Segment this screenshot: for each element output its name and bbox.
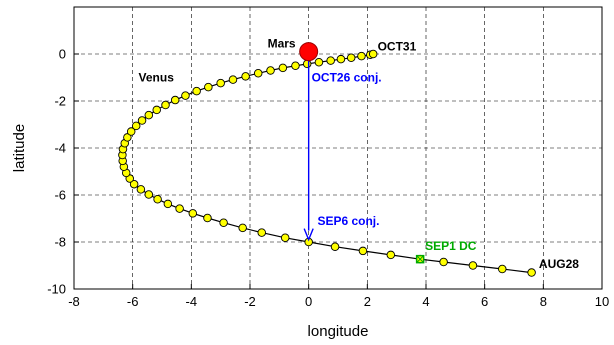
venus-data-point [439,257,448,267]
mars-point-group [299,42,319,62]
annotation-label: OCT31 [378,39,417,53]
y-tick-label: -6 [54,188,66,203]
highlight-point-group [415,254,425,264]
venus-data-point [204,82,213,92]
x-tick-label: -8 [68,294,80,309]
venus-data-point [163,199,173,209]
venus-data-point [203,213,212,223]
venus-data-point [302,59,312,69]
venus-data-point [330,242,340,251]
venus-data-point [216,78,225,88]
venus-data-point [326,56,335,65]
x-tick-label: -4 [186,294,198,309]
venus-data-point [278,63,288,73]
y-tick-label: -4 [54,141,66,156]
mars-point [299,42,319,62]
y-tick-labels: 0 -2 -4 -6 -8 -10 [47,47,66,297]
x-tick-labels: -8 -6 -4 -2 0 2 4 6 8 10 [68,294,609,309]
venus-data-point [358,246,368,256]
venus-data-point [314,57,324,67]
venus-data-point [136,185,146,194]
x-axis-title: longitude [308,323,369,340]
venus-data-point [126,127,136,136]
y-tick-label: -10 [47,282,66,297]
venus-data-point [257,228,266,237]
annotation-label: SEP1 DC [425,239,477,253]
venus-data-point [131,121,141,131]
x-tick-label: 10 [595,294,609,309]
venus-data-point [144,190,154,199]
annotation-label: SEP6 conj. [317,214,379,228]
annotations: Mars OCT31 Venus OCT26 conj. SEP6 conj. SEP1 … [139,36,580,270]
venus-data-point [181,91,190,100]
venus-data-point [219,218,228,227]
y-axis-title: latitude [11,124,28,172]
venus-data-point [129,179,139,189]
venus-data-point [346,53,356,63]
venus-data-point [175,204,184,213]
venus-data-point [253,69,263,78]
venus-data-point [241,72,250,81]
venus-data-point [527,268,536,277]
x-tick-label: -6 [127,294,139,309]
y-tick-label: 0 [59,47,66,62]
arrow-head [303,228,314,242]
venus-data-point [357,51,366,61]
sep1-dc-marker-cross [416,255,424,264]
annotation-label: Venus [139,71,175,85]
x-tick-label: 8 [540,294,547,309]
venus-data-point [123,133,132,142]
x-tick-label: 6 [481,294,488,309]
annotation-label: AUG28 [539,257,579,271]
venus-data-point [238,223,247,233]
axis-ticks [73,53,603,290]
venus-data-point [170,95,180,105]
venus-data-point [468,261,478,270]
venus-data-point [137,116,147,125]
venus-data-point [152,105,161,115]
venus-data-point [144,110,154,120]
x-tick-label: -2 [244,294,256,309]
venus-data-point [368,49,378,59]
y-tick-label: -8 [54,235,66,250]
venus-data-point [192,86,201,96]
venus-data-point [291,61,300,71]
venus-data-point [336,54,346,64]
venus-data-point [266,66,275,75]
x-tick-label: 2 [364,294,371,309]
venus-data-point [498,264,507,274]
conjunction-arrow [303,61,314,242]
venus-data-point [161,100,170,110]
venus-data-point [188,209,198,218]
annotation-label: Mars [268,36,296,50]
venus-data-point [386,250,396,260]
y-tick-label: -2 [54,94,66,109]
venus-data-point [280,233,290,243]
annotation-label: OCT26 conj. [312,71,382,85]
x-tick-label: 4 [422,294,429,309]
venus-data-point [153,194,162,204]
venus-data-point [228,75,238,84]
x-tick-label: 0 [305,294,312,309]
